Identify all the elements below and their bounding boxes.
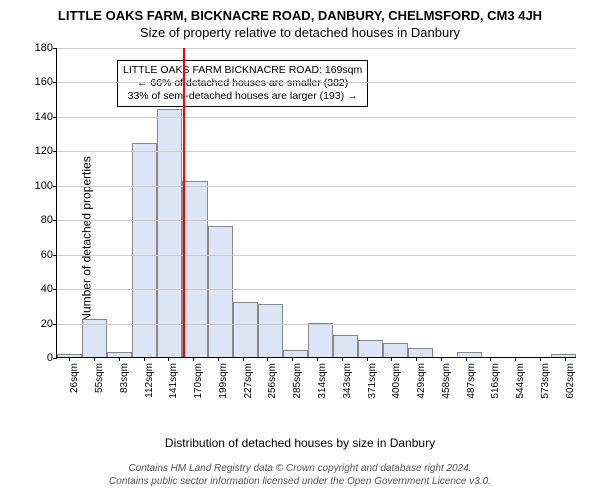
histogram-bar	[333, 335, 358, 357]
x-tick-label: 602sqm	[565, 363, 576, 399]
grid-line	[57, 117, 576, 118]
legend-line: LITTLE OAKS FARM BICKNACRE ROAD: 169sqm	[123, 64, 362, 77]
y-tick-label: 160	[35, 76, 53, 88]
y-tick-label: 0	[47, 352, 53, 364]
histogram-bar	[308, 323, 333, 357]
attribution-line-2: Contains public sector information licen…	[8, 475, 592, 488]
chart-title: LITTLE OAKS FARM, BICKNACRE ROAD, DANBUR…	[8, 8, 592, 23]
x-tick-label: 573sqm	[540, 363, 551, 399]
x-tick-label: 429sqm	[416, 363, 427, 399]
x-tick-label: 26sqm	[69, 363, 80, 393]
histogram-bar	[258, 304, 283, 357]
x-tick-label: 487sqm	[466, 363, 477, 399]
attribution-text: Contains HM Land Registry data © Crown c…	[8, 462, 592, 488]
x-tick-label: 256sqm	[267, 363, 278, 399]
chart-subtitle: Size of property relative to detached ho…	[8, 25, 592, 40]
histogram-bar	[182, 181, 207, 357]
x-tick-label: 170sqm	[193, 363, 204, 399]
histogram-bar	[82, 319, 107, 357]
x-tick-label: 141sqm	[168, 363, 179, 399]
x-tick-label: 544sqm	[515, 363, 526, 399]
x-tick-label: 112sqm	[144, 363, 155, 398]
grid-line	[57, 255, 576, 256]
x-tick-label: 458sqm	[441, 363, 452, 399]
x-tick-label: 343sqm	[342, 363, 353, 399]
x-tick-label: 314sqm	[317, 363, 328, 399]
grid-line	[57, 289, 576, 290]
x-tick-label: 227sqm	[243, 363, 254, 399]
histogram-bar	[408, 348, 433, 357]
y-tick-label: 180	[35, 42, 53, 54]
legend-box: LITTLE OAKS FARM BICKNACRE ROAD: 169sqm←…	[117, 60, 368, 107]
grid-line	[57, 151, 576, 152]
histogram-bar	[383, 343, 408, 357]
histogram-bar	[233, 302, 258, 357]
legend-line: 33% of semi-detached houses are larger (…	[123, 90, 362, 103]
histogram-bar	[457, 352, 482, 357]
x-tick-label: 83sqm	[119, 363, 130, 393]
histogram-bar	[132, 143, 157, 357]
histogram-bar	[551, 354, 576, 357]
x-tick-label: 371sqm	[367, 363, 378, 399]
histogram-bar	[208, 226, 233, 357]
x-tick-label: 285sqm	[292, 363, 303, 399]
marker-line	[183, 48, 185, 357]
histogram-bar	[358, 340, 383, 357]
x-tick-label: 516sqm	[490, 363, 501, 399]
histogram-bar	[283, 350, 308, 357]
legend-line: ← 66% of detached houses are smaller (38…	[123, 77, 362, 90]
chart-area: Number of detached properties LITTLE OAK…	[8, 44, 592, 434]
y-tick-label: 120	[35, 145, 53, 157]
y-tick-label: 100	[35, 180, 53, 192]
x-tick-label: 400sqm	[391, 363, 402, 399]
grid-line	[57, 82, 576, 83]
y-tick-label: 60	[41, 249, 53, 261]
y-tick-label: 40	[41, 283, 53, 295]
plot-region: LITTLE OAKS FARM BICKNACRE ROAD: 169sqm←…	[56, 48, 576, 358]
grid-line	[57, 220, 576, 221]
x-axis-label: Distribution of detached houses by size …	[8, 436, 592, 450]
grid-line	[57, 186, 576, 187]
attribution-line-1: Contains HM Land Registry data © Crown c…	[8, 462, 592, 475]
y-tick-label: 20	[41, 318, 53, 330]
y-tick-label: 80	[41, 214, 53, 226]
y-tick-label: 140	[35, 111, 53, 123]
histogram-bar	[157, 109, 182, 357]
grid-line	[57, 324, 576, 325]
x-tick-label: 55sqm	[94, 363, 105, 393]
x-tick-label: 199sqm	[218, 363, 229, 399]
grid-line	[57, 48, 576, 49]
